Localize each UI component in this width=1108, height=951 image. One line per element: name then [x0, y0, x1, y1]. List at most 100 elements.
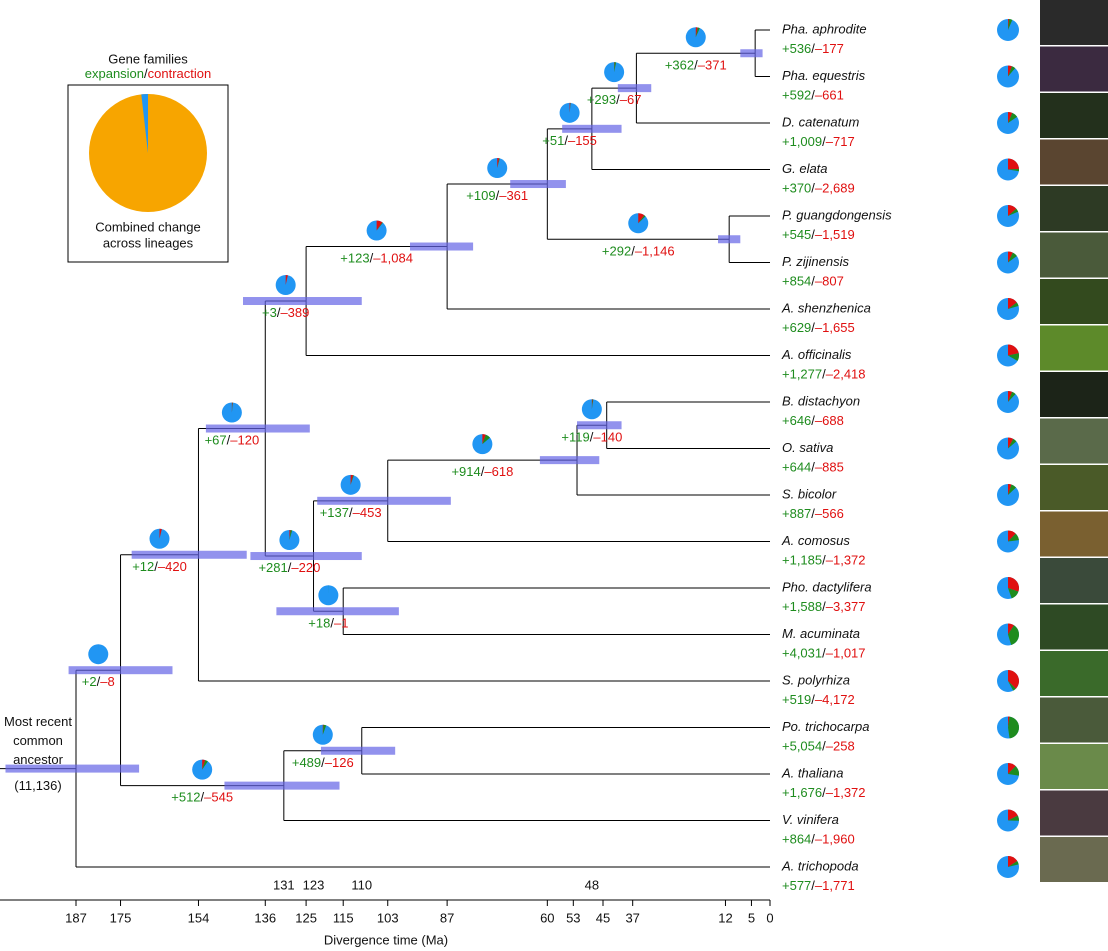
change-label: +644/–885 [782, 460, 844, 475]
pie-contraction [376, 220, 383, 231]
expansion-count: +362 [665, 58, 694, 73]
separator: / [564, 133, 568, 148]
contraction-count: –1,771 [815, 878, 855, 893]
species-name: S. bicolor [782, 486, 837, 501]
expansion-count: +864 [782, 832, 811, 847]
pie-expansion [159, 529, 162, 539]
pie-contraction [1008, 391, 1013, 402]
age-interval [577, 421, 622, 430]
contraction-count: –566 [815, 506, 844, 521]
pie-expansion [1008, 484, 1017, 495]
contraction-count: –807 [815, 274, 844, 289]
pie-expansion [614, 62, 617, 73]
pie-expansion [569, 102, 571, 113]
contraction-count: –885 [815, 460, 844, 475]
separator: / [321, 755, 325, 770]
pie-contraction [482, 434, 486, 445]
species-name: A. trichopoda [781, 858, 859, 873]
pie-contraction [591, 399, 593, 410]
pie-expansion [231, 402, 233, 413]
separator: / [811, 88, 815, 103]
species-photo [1040, 0, 1108, 45]
species-photo [1040, 511, 1108, 557]
tick-label: 175 [110, 910, 132, 925]
pie-contraction [1008, 856, 1018, 867]
contraction-count: –618 [484, 465, 513, 480]
age-interval [317, 496, 451, 505]
age-interval [510, 180, 566, 189]
pie-contraction [569, 102, 571, 113]
pie-contraction [350, 474, 354, 485]
separator: / [811, 878, 815, 893]
contraction-count: –120 [230, 433, 259, 448]
pie-contraction [695, 27, 698, 38]
contraction-count: –420 [158, 559, 187, 574]
contraction-count: –4,172 [815, 692, 855, 707]
species-name: Pho. dactylifera [782, 579, 872, 594]
age-interval [68, 666, 173, 675]
root-label: ancestor [13, 752, 64, 767]
expansion-count: +137 [320, 505, 349, 520]
separator: / [822, 599, 826, 614]
species-name: B. distachyon [782, 393, 860, 408]
species-photo [1040, 139, 1108, 185]
tick-label: 187 [65, 910, 87, 925]
change-label: +370/–2,689 [782, 181, 855, 196]
expansion-count: +854 [782, 274, 811, 289]
pie-expansion [1008, 302, 1019, 309]
separator: / [811, 274, 815, 289]
species-name: O. sativa [782, 440, 833, 455]
pie-contraction [497, 158, 500, 169]
tick-label: 136 [254, 910, 276, 925]
age-label: 48 [585, 877, 599, 892]
tick-label: 60 [540, 910, 554, 925]
pie-expansion [1008, 815, 1019, 821]
pie-expansion [1008, 112, 1018, 123]
expansion-count: +536 [782, 41, 811, 56]
contraction-count: –1,655 [815, 320, 855, 335]
species-name: P. zijinensis [782, 254, 849, 269]
expansion-count: +123 [340, 251, 369, 266]
pie-contraction [285, 275, 288, 286]
species-photo [1040, 604, 1108, 650]
pie-contraction [1008, 577, 1019, 592]
species-photo [1040, 837, 1108, 882]
contraction-count: –1,519 [815, 227, 855, 242]
separator: / [694, 58, 698, 73]
age-interval [410, 242, 474, 251]
separator: / [822, 785, 826, 800]
pie-expansion [1008, 252, 1017, 263]
age-interval [5, 764, 140, 773]
change-label: +67/–120 [205, 433, 260, 448]
root-label: common [13, 733, 63, 748]
change-label: +887/–566 [782, 506, 844, 521]
separator: / [481, 465, 485, 480]
age-interval [131, 550, 247, 559]
pie-expansion [376, 222, 383, 231]
age-label: 131 [273, 877, 295, 892]
expansion-count: +644 [782, 460, 811, 475]
change-label: +1,676/–1,372 [782, 785, 866, 800]
change-label: +864/–1,960 [782, 832, 855, 847]
expansion-count: +370 [782, 181, 811, 196]
tick-label: 115 [333, 910, 354, 925]
separator: / [811, 181, 815, 196]
expansion-count: +577 [782, 878, 811, 893]
contraction-count: –453 [353, 505, 382, 520]
contraction-count: –2,418 [826, 367, 866, 382]
species-photo [1040, 558, 1108, 603]
expansion-count: +109 [466, 188, 495, 203]
contraction-count: –1 [334, 616, 348, 631]
tick-label: 0 [766, 910, 773, 925]
contraction-count: –67 [620, 93, 642, 108]
change-label: +592/–661 [782, 88, 844, 103]
separator: / [811, 692, 815, 707]
pie-expansion [1008, 66, 1016, 77]
pie-contraction [1008, 484, 1012, 495]
species-photo [1040, 93, 1108, 138]
pie-contraction [1008, 809, 1018, 821]
age-interval [250, 552, 362, 561]
expansion-count: +592 [782, 88, 811, 103]
change-label: +545/–1,519 [782, 227, 855, 242]
species-name: D. catenatum [782, 114, 859, 129]
